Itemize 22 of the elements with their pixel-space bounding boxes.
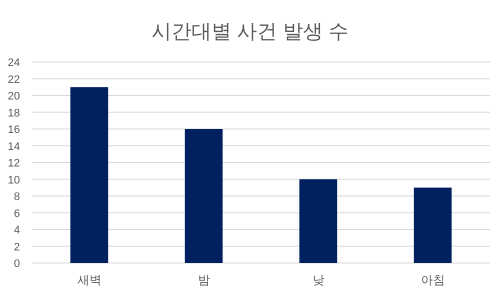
x-tick-label: 밤 [198,273,210,287]
y-tick-label: 6 [14,208,20,220]
y-tick-label: 12 [8,158,20,170]
y-tick-label: 16 [8,124,20,136]
y-tick-label: 2 [14,241,20,254]
y-tick-label: 22 [8,74,20,86]
x-tick-label: 아침 [420,273,445,287]
y-tick-label: 4 [14,224,20,236]
bar [414,188,452,263]
y-tick-label: 8 [14,191,20,203]
y-tick-label: 10 [8,174,20,186]
y-tick-label: 20 [8,90,20,102]
y-tick-label: 18 [8,107,20,120]
x-tick-label: 낮 [312,273,324,287]
y-tick-label: 14 [8,140,20,153]
chart-title: 시간대별 사건 발생 수 [152,21,348,43]
y-tick-label: 0 [14,258,20,270]
y-tick-label: 24 [8,57,20,69]
bar [184,129,223,263]
bar [299,179,338,263]
x-tick-label: 새벽 [77,273,102,287]
bar [70,87,108,263]
